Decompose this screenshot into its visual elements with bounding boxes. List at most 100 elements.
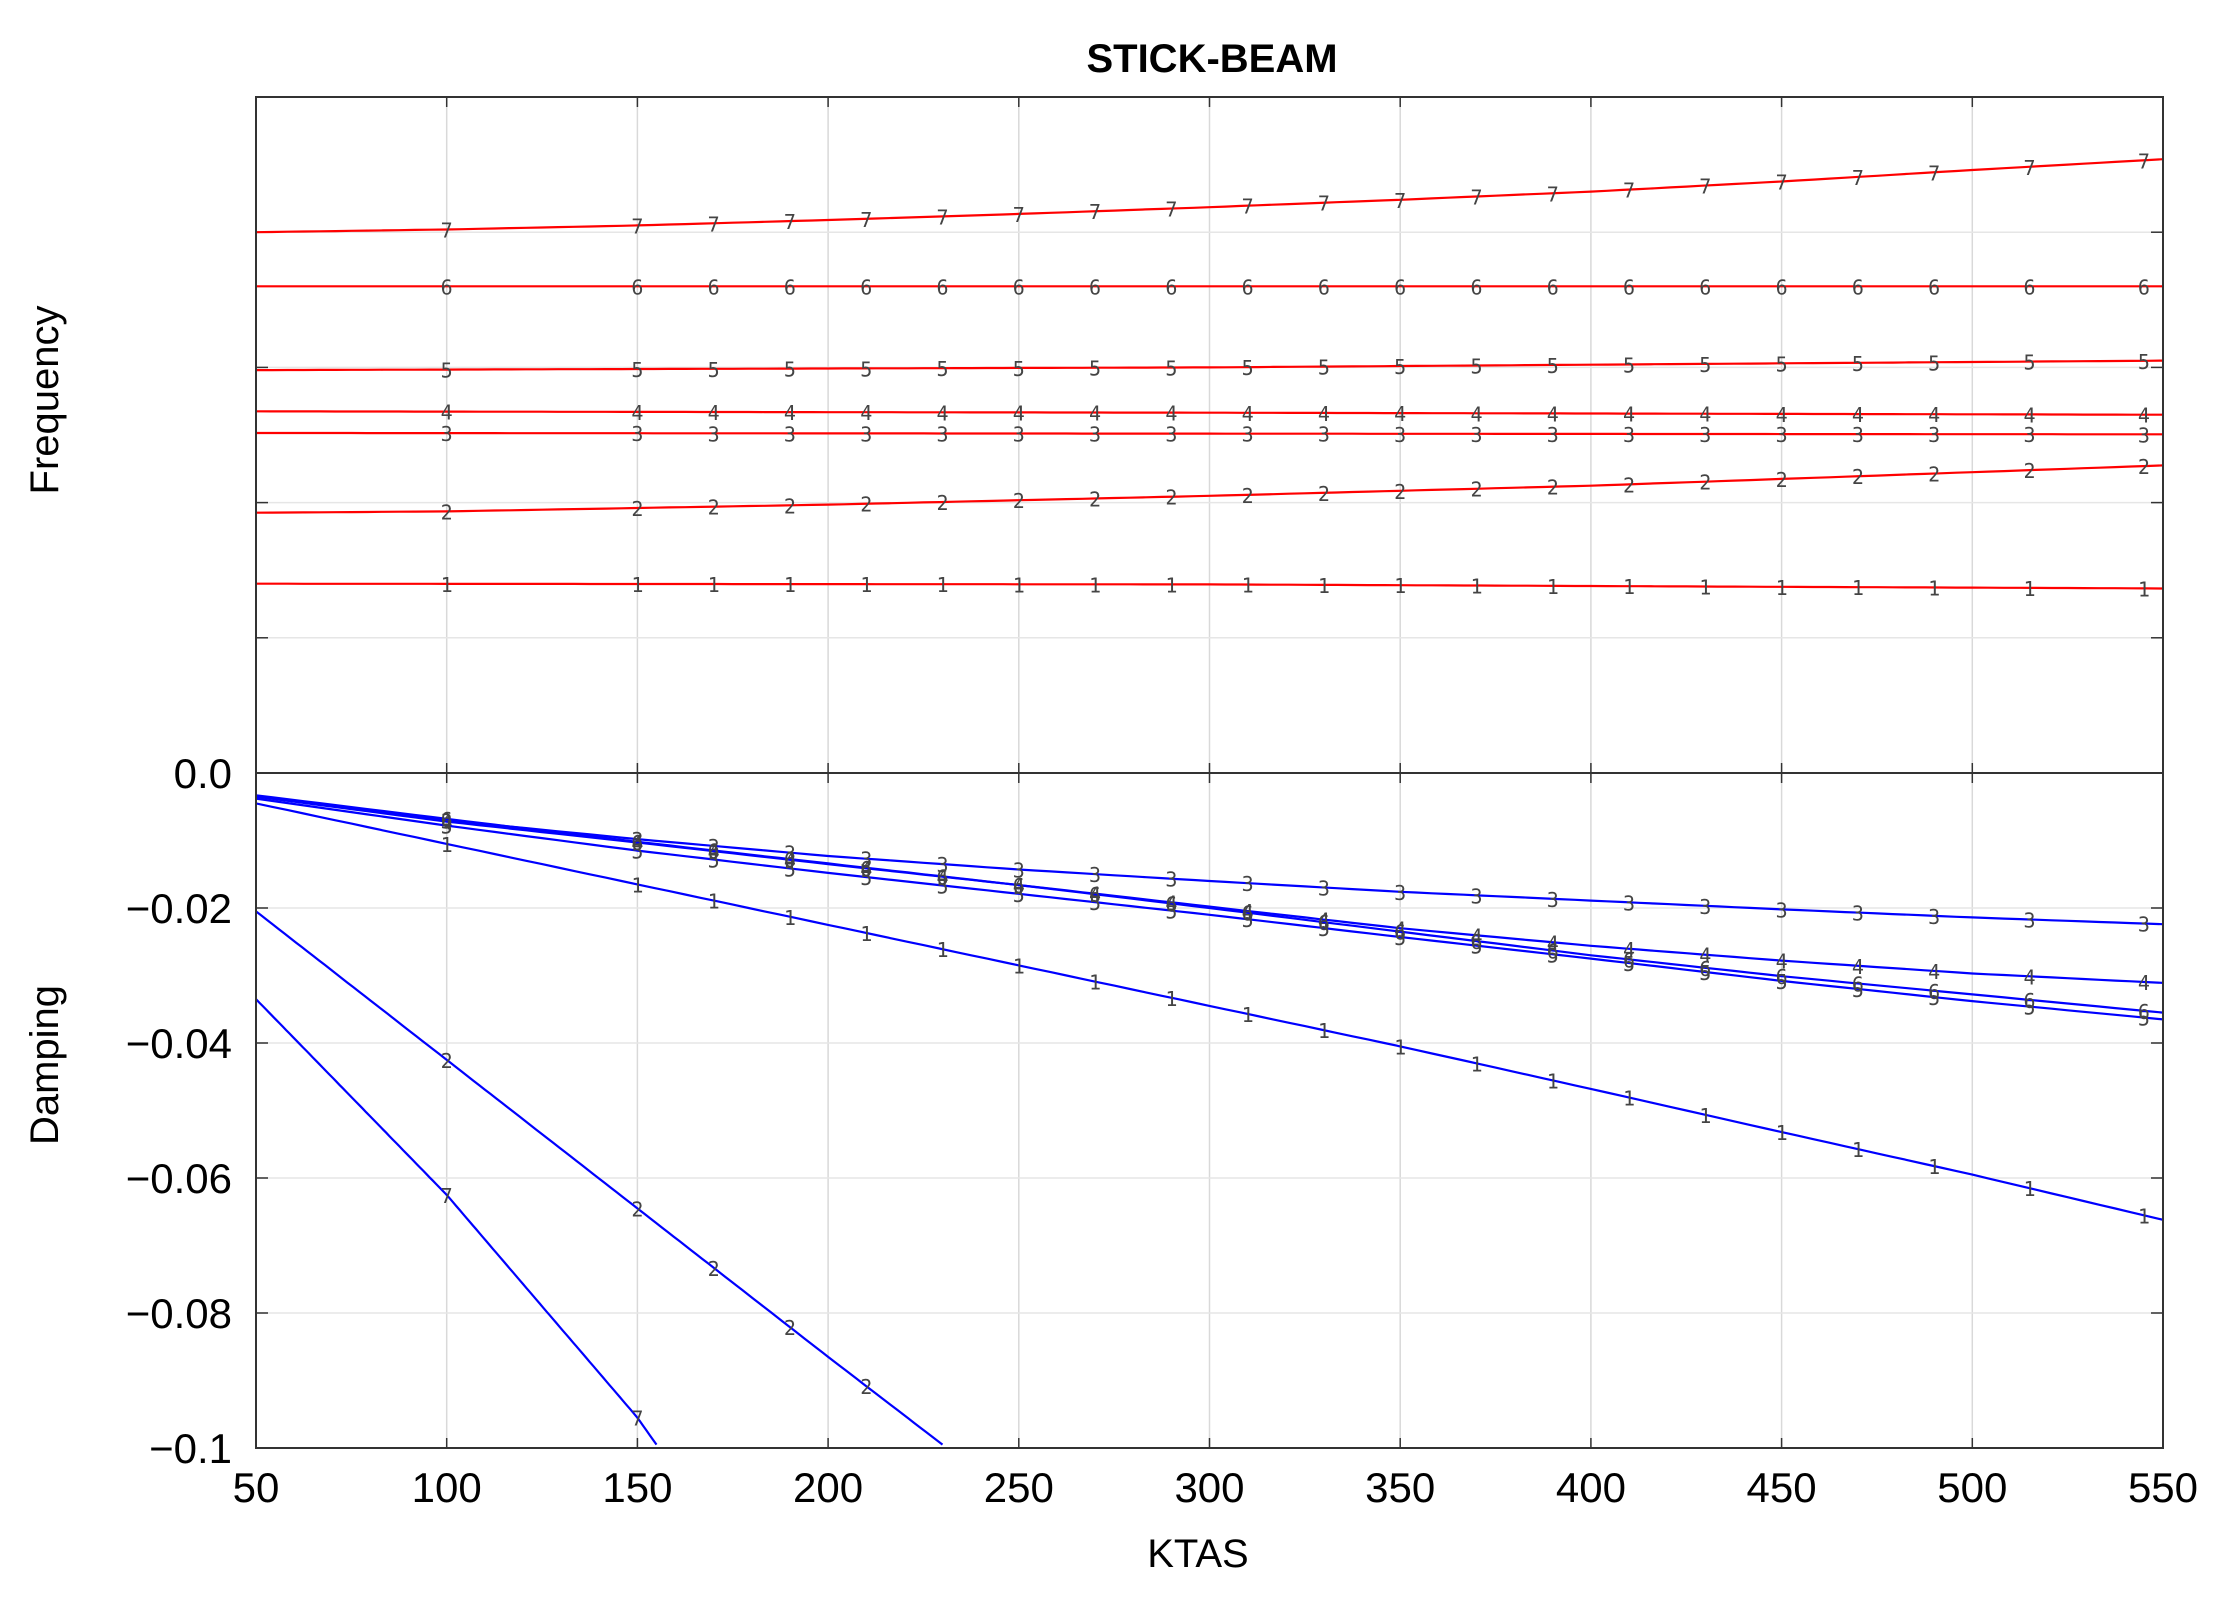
frequency-series-1-label: 1 xyxy=(936,573,948,597)
frequency-series-1-label: 1 xyxy=(1928,576,1940,600)
damping-series-5-label: 5 xyxy=(631,840,643,864)
frequency-series-4-line xyxy=(256,410,2163,416)
frequency-series-2-label: 2 xyxy=(1623,473,1635,497)
frequency-series-7-label: 7 xyxy=(784,210,796,234)
damping-series-6-label: 6 xyxy=(1470,930,1482,954)
frequency-series-5-label: 5 xyxy=(1776,352,1788,376)
damping-series-3-label: 3 xyxy=(708,835,720,859)
frequency-series-6-label: 6 xyxy=(2023,275,2035,299)
damping-series-5-label: 5 xyxy=(1242,908,1254,932)
damping-series-2-line xyxy=(256,910,944,1446)
frequency-series-2-label: 2 xyxy=(1165,486,1177,510)
x-tick-label: 300 xyxy=(1174,1464,1244,1511)
frequency-series-2-label: 2 xyxy=(1699,471,1711,495)
frequency-series-4-label: 4 xyxy=(1928,403,1940,427)
frequency-series-2-label: 2 xyxy=(1776,468,1788,492)
damping-series-4-label: 4 xyxy=(1852,955,1864,979)
x-tick-label: 100 xyxy=(412,1464,482,1511)
frequency-series-7-label: 7 xyxy=(441,218,453,242)
frequency-series-5-label: 5 xyxy=(860,357,872,381)
damping-axis-label: Damping xyxy=(23,985,67,1145)
damping-series-6-label: 6 xyxy=(1852,972,1864,996)
damping-series-4-line xyxy=(256,795,2163,984)
frequency-series-6-label: 6 xyxy=(1318,275,1330,299)
damping-series-1-label: 1 xyxy=(1699,1104,1711,1128)
damping-series-3-label: 3 xyxy=(1699,895,1711,919)
damping-series-7-line xyxy=(256,998,658,1446)
frequency-series-2-label: 2 xyxy=(708,496,720,520)
x-tick-label: 250 xyxy=(984,1464,1054,1511)
damping-series-1-label: 1 xyxy=(1242,1003,1254,1027)
frequency-series-7-label: 7 xyxy=(2138,149,2150,173)
damping-series-5-label: 5 xyxy=(2023,996,2035,1020)
damping-series-4-label: 4 xyxy=(2138,971,2150,995)
frequency-axis-label: Frequency xyxy=(23,306,67,495)
frequency-series-6-label: 6 xyxy=(860,275,872,299)
frequency-series-2-label: 2 xyxy=(441,500,453,524)
damping-series-1-label: 1 xyxy=(2023,1177,2035,1201)
damping-series-1-line xyxy=(256,802,2163,1221)
damping-series-4-label: 4 xyxy=(784,849,796,873)
damping-series-1-label: 1 xyxy=(708,890,720,914)
damping-series-1-label: 1 xyxy=(1318,1019,1330,1043)
frequency-series-5-line xyxy=(256,359,2163,372)
damping-series-1-label: 1 xyxy=(1470,1052,1482,1076)
frequency-series-7-label: 7 xyxy=(1699,175,1711,199)
frequency-series-2-label: 2 xyxy=(1470,478,1482,502)
damping-series-3-line xyxy=(256,795,2163,926)
frequency-series-4-label: 4 xyxy=(1699,403,1711,427)
damping-series-1-label: 1 xyxy=(1623,1087,1635,1111)
frequency-series-2-label: 2 xyxy=(2138,455,2150,479)
damping-series-3-label: 3 xyxy=(1470,884,1482,908)
frequency-series-6-label: 6 xyxy=(1242,275,1254,299)
frequency-series-1-label: 1 xyxy=(1318,574,1330,598)
frequency-series-5-label: 5 xyxy=(1242,356,1254,380)
frequency-series-7-label: 7 xyxy=(1623,179,1635,203)
damping-series-3-label: 3 xyxy=(1013,859,1025,883)
frequency-series-7-label: 7 xyxy=(1470,186,1482,210)
frequency-series-5-label: 5 xyxy=(1928,351,1940,375)
frequency-series-4-label: 4 xyxy=(1318,402,1330,426)
frequency-series-6-label: 6 xyxy=(1547,275,1559,299)
y-tick-label: −0.06 xyxy=(126,1155,232,1202)
frequency-series-4-label: 4 xyxy=(1623,403,1635,427)
frequency-series-6-label: 6 xyxy=(1699,275,1711,299)
x-tick-label: 200 xyxy=(793,1464,863,1511)
frequency-series-5-label: 5 xyxy=(1394,355,1406,379)
damping-series-6-label: 6 xyxy=(2023,989,2035,1013)
frequency-series-5-label: 5 xyxy=(1852,352,1864,376)
frequency-series-4-label: 4 xyxy=(1089,402,1101,426)
damping-series-1-label: 1 xyxy=(860,922,872,946)
damping-series-2-label: 2 xyxy=(631,1197,643,1221)
frequency-series-1-label: 1 xyxy=(1623,575,1635,599)
frequency-series-1-label: 1 xyxy=(2023,577,2035,601)
frequency-series-5-label: 5 xyxy=(1547,354,1559,378)
frequency-series-7-label: 7 xyxy=(1547,182,1559,206)
frequency-series-5-label: 5 xyxy=(1013,357,1025,381)
y-tick-label: −0.02 xyxy=(126,885,232,932)
frequency-series-1-label: 1 xyxy=(441,573,453,597)
damping-series-6-label: 6 xyxy=(1928,980,1940,1004)
damping-series-3-label: 3 xyxy=(1089,863,1101,887)
frequency-series-3-label: 3 xyxy=(2138,423,2150,447)
frequency-series-1-label: 1 xyxy=(1013,573,1025,597)
frequency-series-4-label: 4 xyxy=(2138,404,2150,428)
frequency-series-3-line xyxy=(256,431,2163,436)
damping-series-2-label: 2 xyxy=(860,1375,872,1399)
damping-series-2-label: 2 xyxy=(784,1316,796,1340)
frequency-series-7-label: 7 xyxy=(1776,171,1788,195)
damping-series-3-label: 3 xyxy=(1776,898,1788,922)
damping-series-3-label: 3 xyxy=(1547,888,1559,912)
damping-series-3-label: 3 xyxy=(1318,876,1330,900)
frequency-series-2-label: 2 xyxy=(1242,484,1254,508)
damping-series-6-label: 6 xyxy=(1547,940,1559,964)
frequency-series-4-label: 4 xyxy=(2023,403,2035,427)
frequency-series-4-label: 4 xyxy=(708,401,720,425)
frequency-series-5-label: 5 xyxy=(631,358,643,382)
series-group: 1 1 1 1 1 1 1 1 1 1 1 1 1 1 1 1 1 1 1 1 1 2 2 2 2 2 2 2 2 2 2 2 2 2 2 2 2 2 2 2… xyxy=(256,149,2163,601)
frequency-series-6-label: 6 xyxy=(708,275,720,299)
frequency-series-4-label: 4 xyxy=(1394,402,1406,426)
frequency-series-3-label: 3 xyxy=(1013,423,1025,447)
frequency-series-6-label: 6 xyxy=(1623,275,1635,299)
frequency-series-2-label: 2 xyxy=(1089,487,1101,511)
